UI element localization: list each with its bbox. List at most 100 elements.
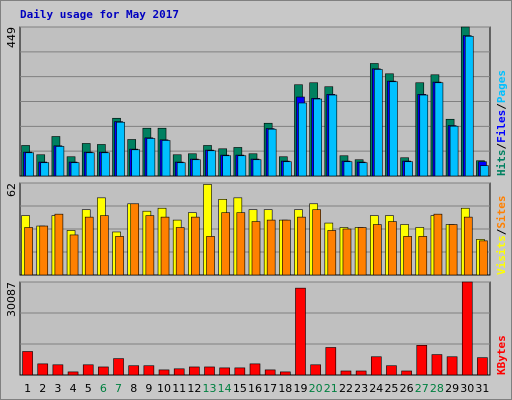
bar xyxy=(173,368,185,376)
x-tick-label: 13 xyxy=(203,382,217,395)
bar xyxy=(67,371,79,376)
bar xyxy=(25,152,34,177)
bar xyxy=(340,370,352,376)
bar xyxy=(189,366,200,376)
x-tick-label: 12 xyxy=(187,382,201,395)
bar xyxy=(418,236,428,276)
bar xyxy=(39,225,49,276)
bar xyxy=(69,234,79,276)
bar xyxy=(357,227,367,276)
bar xyxy=(463,216,473,276)
bar xyxy=(22,351,33,376)
bar xyxy=(477,357,488,376)
bar xyxy=(298,102,307,177)
bar xyxy=(327,230,337,276)
legend-entry: Files xyxy=(495,110,508,143)
bar xyxy=(237,155,247,177)
bar xyxy=(55,146,65,177)
x-tick-label: 1 xyxy=(24,382,31,395)
x-tick-label: 15 xyxy=(233,382,247,395)
x-tick-label: 18 xyxy=(278,382,292,395)
x-tick-label: 27 xyxy=(415,382,429,395)
x-tick-label: 5 xyxy=(85,382,92,395)
legend-separator: / xyxy=(495,103,508,110)
x-tick-label: 3 xyxy=(54,382,61,395)
bar xyxy=(113,358,124,376)
bar xyxy=(158,369,170,376)
bar xyxy=(373,69,383,177)
y-tick-label: 30087 xyxy=(5,282,18,317)
bar xyxy=(448,224,458,276)
bar xyxy=(192,159,201,177)
bar xyxy=(204,366,215,376)
bar xyxy=(236,212,246,276)
legend-separator: / xyxy=(495,143,508,150)
bar xyxy=(283,161,292,177)
bar xyxy=(143,365,155,376)
x-tick-label: 7 xyxy=(115,382,122,395)
x-tick-label: 31 xyxy=(475,382,489,395)
bar xyxy=(434,82,444,177)
bar xyxy=(264,369,276,376)
x-tick-label: 4 xyxy=(70,382,77,395)
bar xyxy=(234,367,246,376)
legend-entry: Pages xyxy=(495,70,508,103)
bar xyxy=(446,356,458,376)
bar xyxy=(280,371,291,376)
bar xyxy=(343,161,353,177)
bar xyxy=(297,216,306,276)
bar xyxy=(464,35,474,177)
bar xyxy=(449,125,459,177)
bar xyxy=(100,215,109,276)
bar xyxy=(116,121,125,177)
bar xyxy=(479,240,488,276)
bar xyxy=(219,367,230,376)
bar xyxy=(221,212,230,276)
bar xyxy=(310,364,321,376)
legend-entry: Visits xyxy=(495,235,508,275)
bar xyxy=(98,366,109,376)
x-tick-label: 16 xyxy=(248,382,262,395)
x-tick-label: 14 xyxy=(218,382,232,395)
bar xyxy=(401,370,412,376)
bar xyxy=(325,347,337,376)
y-tick-label: 62 xyxy=(5,183,18,197)
bar xyxy=(386,365,397,376)
bar xyxy=(403,236,412,276)
chart-title: Daily usage for May 2017 xyxy=(20,8,179,21)
x-tick-label: 8 xyxy=(130,382,137,395)
bar xyxy=(37,363,49,376)
x-tick-label: 9 xyxy=(145,382,152,395)
x-tick-label: 22 xyxy=(339,382,353,395)
bar xyxy=(431,354,443,376)
bar xyxy=(115,236,124,276)
legend-separator: / xyxy=(495,228,508,235)
x-tick-label: 30 xyxy=(460,382,474,395)
legend-entry: KBytes xyxy=(495,335,508,375)
bar xyxy=(328,94,338,177)
x-tick-label: 29 xyxy=(445,382,459,395)
bar xyxy=(419,94,429,177)
bar xyxy=(461,281,473,376)
bar xyxy=(388,221,397,276)
bar xyxy=(282,219,291,276)
x-tick-label: 6 xyxy=(100,382,107,395)
bar xyxy=(52,364,64,376)
x-tick-label: 25 xyxy=(384,382,398,395)
bar xyxy=(54,213,64,276)
bar xyxy=(101,152,110,177)
bar xyxy=(389,81,398,177)
bar xyxy=(206,236,215,276)
x-tick-label: 20 xyxy=(309,382,323,395)
bar xyxy=(433,213,443,276)
bar xyxy=(145,215,155,276)
bar xyxy=(130,203,140,276)
x-tick-label: 11 xyxy=(172,382,186,395)
bar xyxy=(267,128,277,177)
bar xyxy=(416,345,428,376)
bar xyxy=(160,216,170,276)
bar xyxy=(342,228,352,276)
bar xyxy=(252,159,262,177)
